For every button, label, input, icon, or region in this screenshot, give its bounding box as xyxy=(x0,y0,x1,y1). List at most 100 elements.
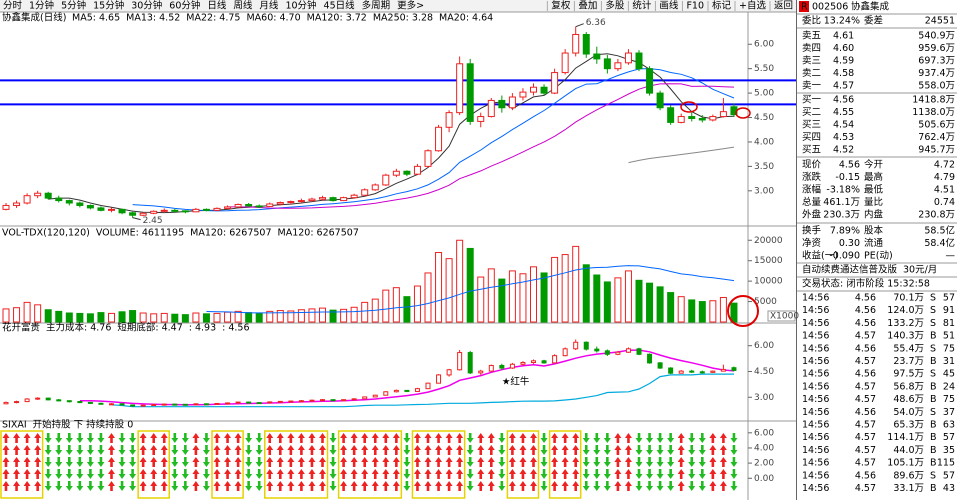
up-arrow xyxy=(614,457,622,467)
field-value: 230.8万 xyxy=(918,210,955,221)
tool-button[interactable]: +自选 xyxy=(739,0,766,12)
candle-body xyxy=(371,184,379,191)
candle-body xyxy=(382,174,390,186)
up-arrow xyxy=(160,445,168,455)
book-volume: 558.0万 xyxy=(918,81,955,92)
up-arrow xyxy=(530,433,537,443)
period-tab[interactable]: 60分钟 xyxy=(169,0,200,12)
tool-button[interactable]: 返回 xyxy=(774,0,793,12)
up-arrow xyxy=(624,481,632,491)
period-tab[interactable]: 15分钟 xyxy=(93,0,124,12)
volume-bar xyxy=(108,312,115,323)
period-tab[interactable]: 日线 xyxy=(207,0,227,12)
candle-body xyxy=(656,92,664,109)
up-arrow xyxy=(340,469,348,479)
period-tab[interactable]: 月线 xyxy=(259,0,279,12)
tool-button[interactable]: 复权 xyxy=(551,0,571,12)
down-arrow xyxy=(667,457,675,467)
y-tick-label: 4.00 xyxy=(754,443,774,453)
period-tab[interactable]: 周线 xyxy=(233,0,253,12)
period-tab[interactable]: 10分钟 xyxy=(285,0,316,12)
tick-side: S xyxy=(930,470,936,481)
period-tab[interactable]: 45日线 xyxy=(324,0,356,12)
toolbar-bg xyxy=(0,0,796,12)
tool-button[interactable]: 叠加 xyxy=(578,1,597,12)
tick-side: S xyxy=(930,305,936,316)
up-arrow xyxy=(371,433,379,443)
period-tab[interactable]: 多周期 xyxy=(362,0,391,12)
tick-side: B xyxy=(930,394,937,405)
legend-label: 主力成本: 4.76 xyxy=(46,322,111,334)
field-label: 涨跌 xyxy=(802,171,822,183)
candle-body xyxy=(234,203,242,208)
field-value: -3.18% xyxy=(826,185,860,196)
candle-body xyxy=(603,58,611,70)
volume-bar xyxy=(266,310,274,323)
down-arrow xyxy=(245,445,253,455)
up-arrow xyxy=(139,457,147,467)
down-arrow xyxy=(171,457,179,467)
tool-button[interactable]: 画线 xyxy=(659,0,679,12)
up-arrow xyxy=(508,445,516,455)
candle-body xyxy=(151,403,157,406)
period-tab[interactable]: 分时 xyxy=(3,0,23,12)
tool-button[interactable]: 标记 xyxy=(712,0,732,12)
up-arrow xyxy=(456,433,464,443)
candle-body xyxy=(44,192,52,199)
period-tab[interactable]: 30分钟 xyxy=(131,0,162,12)
up-arrow xyxy=(213,457,221,467)
up-arrow xyxy=(287,445,295,455)
up-arrow xyxy=(477,469,485,479)
legend-label: MA20: 4.64 xyxy=(439,13,493,24)
down-arrow xyxy=(667,469,675,479)
volume-bar xyxy=(308,308,316,323)
up-arrow xyxy=(34,445,42,455)
down-arrow xyxy=(76,433,84,443)
period-tab[interactable]: 5分钟 xyxy=(61,0,86,12)
down-arrow xyxy=(65,445,73,455)
up-arrow xyxy=(382,481,390,491)
up-arrow xyxy=(677,433,685,443)
up-arrow xyxy=(413,481,421,491)
down-arrow xyxy=(635,469,643,479)
volume-bar xyxy=(614,277,622,323)
down-arrow xyxy=(403,445,411,455)
field-label: 现价 xyxy=(802,160,822,171)
candle-body xyxy=(351,398,357,401)
candle-body xyxy=(298,400,304,403)
up-arrow xyxy=(413,457,421,467)
volume-bar xyxy=(445,258,453,323)
legend-label: MA120: 6267507 xyxy=(190,228,271,239)
tick-count: 115 xyxy=(937,458,955,469)
candle-body xyxy=(425,382,431,390)
candle-body xyxy=(372,394,378,398)
up-arrow xyxy=(160,481,168,491)
tool-button[interactable]: F10 xyxy=(686,1,704,12)
up-arrow xyxy=(108,457,115,467)
period-tab[interactable]: 更多> xyxy=(397,0,424,12)
book-label: 买四 xyxy=(802,132,821,143)
up-arrow xyxy=(508,457,516,467)
candle-body xyxy=(171,209,179,212)
tool-button[interactable]: 统计 xyxy=(632,0,652,12)
down-arrow xyxy=(202,445,210,455)
tick-side: S xyxy=(930,407,936,418)
down-arrow xyxy=(97,469,105,479)
tool-button[interactable]: 多股 xyxy=(605,0,625,12)
candle-body xyxy=(383,391,389,396)
volume-bar xyxy=(319,307,326,323)
legend-label: : 4.56 xyxy=(222,323,249,334)
candle-body xyxy=(193,403,199,406)
up-arrow xyxy=(350,457,358,467)
y-tick-label: 10000 xyxy=(754,277,783,287)
tick-count: 57 xyxy=(943,293,955,304)
candle-body xyxy=(635,52,643,70)
field-label: 外盘 xyxy=(802,209,822,221)
candle-body xyxy=(677,116,685,123)
period-tab[interactable]: 1分钟 xyxy=(29,0,54,12)
up-arrow xyxy=(392,469,400,479)
down-arrow xyxy=(582,457,590,467)
candle-body xyxy=(172,403,178,406)
book-price: 4.58 xyxy=(833,68,854,79)
up-arrow xyxy=(287,469,295,479)
